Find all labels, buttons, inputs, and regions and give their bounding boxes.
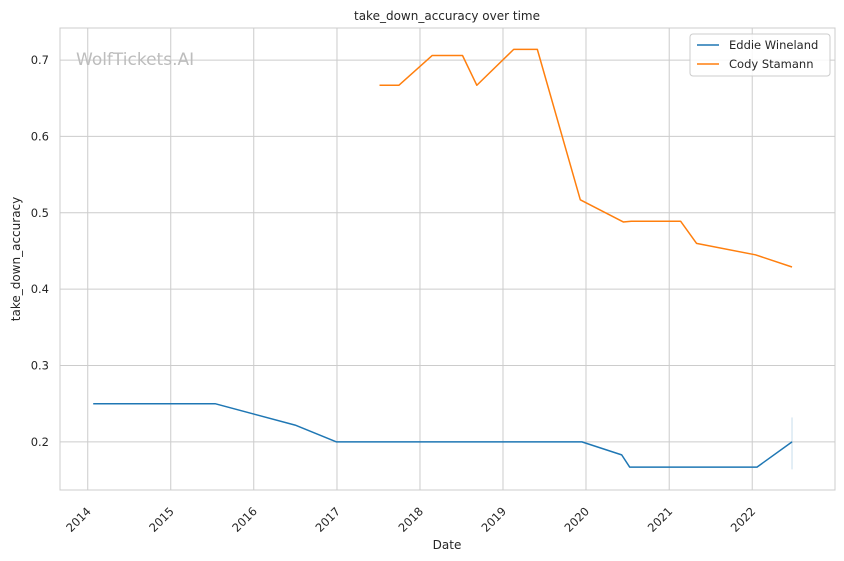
- y-tick-label-0-5: 0.5: [31, 206, 49, 220]
- series-lines: [93, 48, 793, 470]
- x-axis-label: Date: [433, 538, 462, 552]
- plot-frame: [59, 27, 836, 491]
- y-tick-label-0-6: 0.6: [31, 129, 49, 143]
- y-tick-label-0-7: 0.7: [31, 53, 49, 67]
- grid-lines: [60, 28, 835, 490]
- legend-box: [689, 33, 831, 77]
- y-tick-label-0-3: 0.3: [31, 359, 49, 373]
- legend-label-cody-stamann: Cody Stamann: [729, 57, 814, 71]
- chart-title: take_down_accuracy over time: [354, 9, 540, 23]
- legend-label-eddie-wineland: Eddie Wineland: [729, 38, 818, 52]
- legend: Eddie Wineland Cody Stamann: [689, 33, 831, 77]
- series-line-cody-stamann: [379, 48, 793, 268]
- y-tick-label-0-2: 0.2: [31, 435, 49, 449]
- y-tick-labels: 0.2 0.3 0.4 0.5 0.6 0.7: [31, 53, 49, 449]
- y-tick-label-0-4: 0.4: [31, 282, 49, 296]
- watermark-text: WolfTickets.AI: [76, 50, 194, 70]
- y-axis-label: take_down_accuracy: [9, 197, 23, 321]
- series-line-eddie-wineland: [93, 402, 793, 468]
